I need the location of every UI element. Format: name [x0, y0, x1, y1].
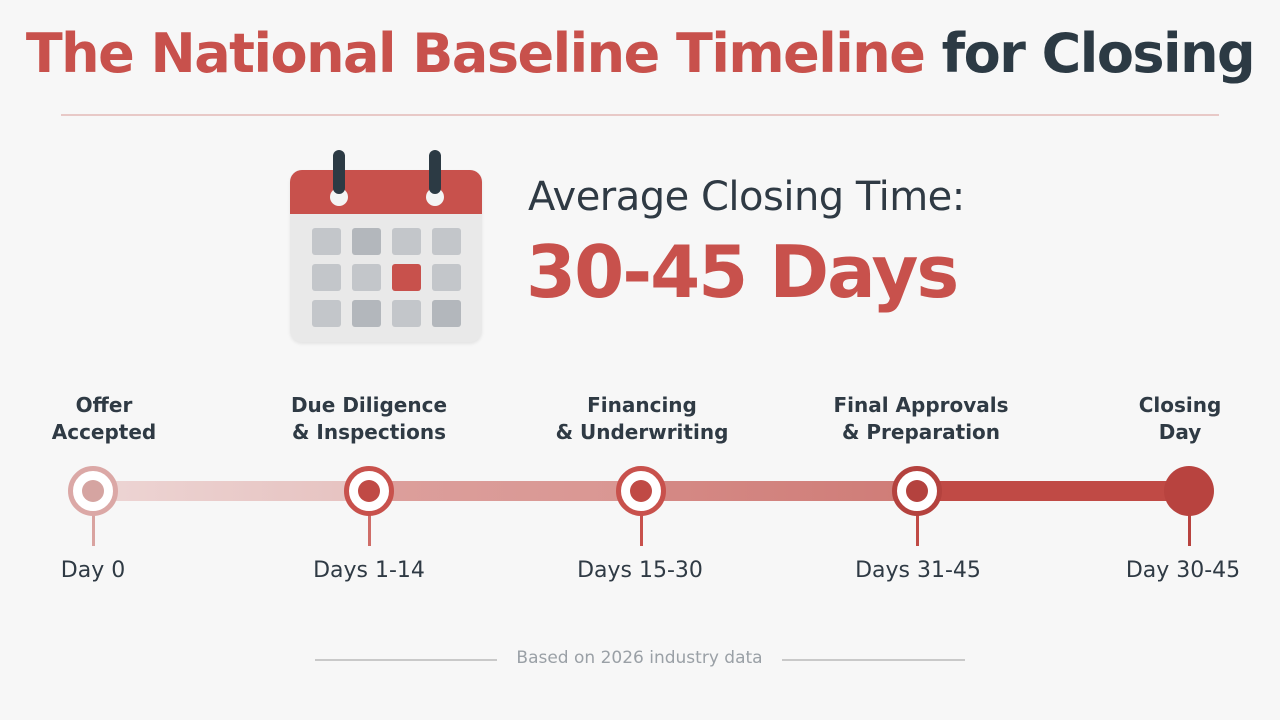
timeline-node-due-diligence — [344, 466, 394, 516]
stage-label-due-diligence: Due Diligence & Inspections — [249, 392, 489, 446]
stage-days-offer-accepted: Day 0 — [60, 558, 126, 583]
stage-label-line: Financing — [587, 393, 697, 417]
page-title: The National Baseline Timeline for Closi… — [0, 22, 1280, 85]
calendar-cell — [432, 228, 461, 255]
calendar-cell — [352, 300, 381, 327]
calendar-cell — [432, 300, 461, 327]
stage-label-financing: Financing & Underwriting — [522, 392, 762, 446]
stage-label-line: Day — [1158, 420, 1202, 444]
average-closing-value: 30-45 Days — [526, 230, 959, 314]
timeline-segment — [369, 481, 641, 501]
timeline-node-dot — [906, 480, 928, 502]
timeline-stem — [92, 514, 95, 546]
stage-label-line: & Preparation — [841, 420, 1001, 444]
timeline-stem — [916, 514, 919, 546]
timeline-node-dot — [630, 480, 652, 502]
timeline-segment — [917, 481, 1189, 501]
timeline-node-financing — [616, 466, 666, 516]
footer-divider-right — [782, 659, 965, 661]
calendar-hook — [333, 150, 345, 194]
stage-label-offer-accepted: Offer Accepted — [0, 392, 224, 446]
stage-label-line: Final Approvals — [833, 393, 1009, 417]
stage-label-line: Due Diligence — [290, 393, 448, 417]
stage-label-line: Offer — [75, 393, 133, 417]
timeline-stem — [1188, 514, 1191, 546]
timeline-node-dot — [82, 480, 104, 502]
calendar-cell — [352, 264, 381, 291]
title-divider — [61, 114, 1219, 116]
calendar-hook — [429, 150, 441, 194]
footer-note: Based on 2026 industry data — [516, 648, 763, 668]
calendar-cell — [392, 228, 421, 255]
calendar-cell — [312, 228, 341, 255]
calendar-icon — [290, 150, 482, 342]
timeline-segment — [641, 481, 917, 501]
calendar-cell — [312, 264, 341, 291]
timeline-node-offer-accepted — [68, 466, 118, 516]
stage-days-financing: Days 15-30 — [577, 558, 703, 583]
footer-divider-left — [315, 659, 497, 661]
timeline-segment — [93, 481, 369, 501]
timeline-node-closing-day — [1164, 466, 1214, 516]
average-closing-label: Average Closing Time: — [528, 174, 965, 220]
timeline-node-dot — [358, 480, 380, 502]
stage-days-closing-day: Day 30-45 — [1125, 558, 1241, 583]
timeline-node-final-approvals — [892, 466, 942, 516]
stage-label-line: & Inspections — [291, 420, 447, 444]
page-title-dark: for Closing — [941, 22, 1256, 85]
calendar-cell — [432, 264, 461, 291]
calendar-header — [290, 170, 482, 214]
calendar-cell — [312, 300, 341, 327]
stage-label-line: Accepted — [51, 420, 157, 444]
page-title-accent: The National Baseline Timeline — [25, 22, 926, 85]
stage-label-closing-day: Closing Day — [1060, 392, 1280, 446]
stage-label-line: & Underwriting — [555, 420, 729, 444]
calendar-cell — [352, 228, 381, 255]
calendar-body — [290, 170, 482, 342]
stage-days-final-approvals: Days 31-45 — [855, 558, 981, 583]
calendar-cell — [392, 300, 421, 327]
timeline-stem — [368, 514, 371, 546]
stage-days-due-diligence: Days 1-14 — [313, 558, 425, 583]
stage-label-line: Closing — [1138, 393, 1222, 417]
stage-label-final-approvals: Final Approvals & Preparation — [801, 392, 1041, 446]
timeline-stem — [640, 514, 643, 546]
calendar-cell-highlighted — [392, 264, 421, 291]
